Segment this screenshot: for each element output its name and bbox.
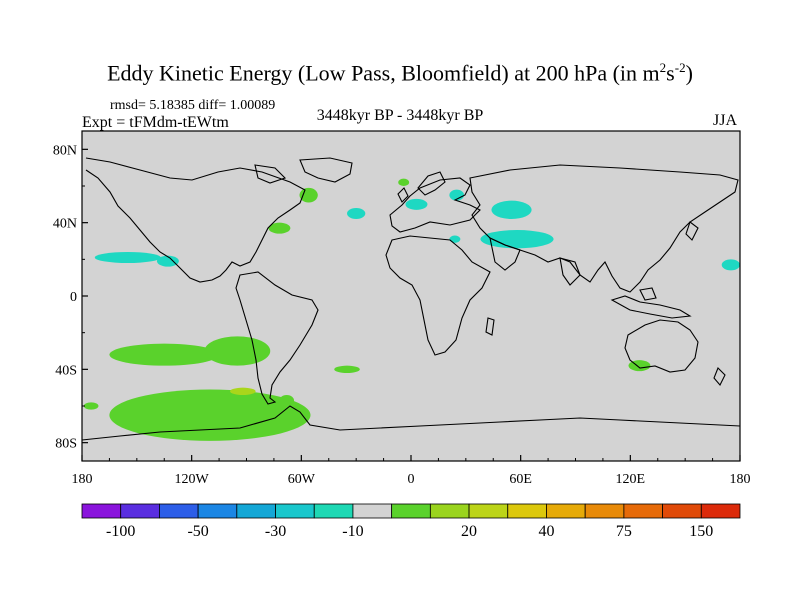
colorbar-box <box>391 503 431 519</box>
coast-india <box>559 257 581 286</box>
x-tick-label: 0 <box>408 472 415 487</box>
experiment-label: Expt = tFMdm-tEWtm <box>82 114 229 131</box>
x-tick-label: 180 <box>730 472 751 487</box>
coast-antarctica <box>81 405 741 441</box>
anomaly-south-pacific-subtrop-pos <box>109 343 220 366</box>
x-tick-label: 60E <box>509 472 532 487</box>
anomaly-iceland-pos <box>398 178 410 186</box>
season-label: JJA <box>713 112 738 129</box>
colorbar-box <box>197 503 238 519</box>
coast-africa <box>385 235 491 356</box>
coast-new-zealand <box>713 367 726 386</box>
colorbar-box <box>584 503 625 519</box>
anomaly-dateline-south-pos <box>83 402 99 410</box>
anomaly-east-pacific-neg <box>156 255 179 267</box>
anomaly-mid-atlantic-neg <box>347 208 366 219</box>
colorbar-label: -50 <box>187 523 208 540</box>
anomaly-north-pacific-east-neg <box>94 252 161 263</box>
anomaly-south-atlantic-pos <box>334 365 360 374</box>
colorbar-box <box>120 503 160 519</box>
colorbar-label: -10 <box>342 523 363 540</box>
anomaly-west-pacific-neg <box>721 259 740 271</box>
colorbar-label: -30 <box>265 523 286 540</box>
colorbar-box <box>81 503 122 519</box>
coast-scandinavia <box>417 171 446 196</box>
colorbar-box <box>700 503 741 519</box>
y-tick-label: 40S <box>55 363 77 378</box>
colorbar-box <box>159 503 199 519</box>
coast-borneo <box>639 287 657 301</box>
coastlines <box>81 157 741 441</box>
y-tick-label: 80N <box>53 143 77 158</box>
coast-australia <box>624 319 699 373</box>
colorbar-box <box>352 503 393 519</box>
colorbar-label: 150 <box>689 523 713 540</box>
anomaly-northsea-neg <box>405 198 428 210</box>
coast-south-america <box>235 271 319 405</box>
anomaly-middle-east-neg <box>480 230 554 249</box>
x-tick-label: 180 <box>72 472 93 487</box>
colorbar-label: 40 <box>538 523 554 540</box>
colorbar-box <box>662 503 702 519</box>
colorbar-box <box>236 503 276 519</box>
y-tick-label: 0 <box>70 290 77 305</box>
colorbar-label: -100 <box>106 523 135 540</box>
coast-arabia <box>489 237 521 271</box>
colorbar-box <box>468 503 509 519</box>
anomaly-north-atlantic-pos <box>268 222 291 234</box>
anomaly-east-med-neg <box>449 235 461 243</box>
coast-baffin <box>254 164 287 184</box>
colorbar-box <box>507 503 547 519</box>
x-tick-label: 120W <box>175 472 210 487</box>
colorbar-box <box>546 503 586 519</box>
colorbar-box <box>313 503 354 519</box>
plot-title: Eddy Kinetic Energy (Low Pass, Bloomfiel… <box>107 60 693 86</box>
anomaly-russia-neg <box>491 200 532 219</box>
coast-indonesia <box>610 295 692 319</box>
y-tick-label: 40N <box>53 217 77 232</box>
x-tick-label: 120E <box>616 472 646 487</box>
coast-north-america <box>85 157 306 283</box>
anomaly-south-pacific-midlat-pos <box>109 389 311 441</box>
stats-label: rmsd= 5.18385 diff= 1.00089 <box>110 98 276 113</box>
y-tick-label: 80S <box>55 437 77 452</box>
anomaly-subtrop-pac-mid-pos <box>230 387 256 396</box>
coast-greenland <box>299 157 353 183</box>
colorbar-label: 20 <box>461 523 477 540</box>
colorbar-label: 75 <box>616 523 632 540</box>
coast-madagascar <box>485 317 495 336</box>
anomaly-drake-pos <box>279 395 295 406</box>
coast-europe <box>389 177 481 233</box>
colorbar-box <box>275 503 315 519</box>
coast-japan <box>685 221 699 241</box>
coast-uk <box>397 187 409 203</box>
colorbar-box <box>429 503 470 519</box>
period-label: 3448kyr BP - 3448kyr BP <box>316 107 484 124</box>
anomaly-south-pacific-high-pos <box>204 336 271 366</box>
x-tick-label: 60W <box>288 472 316 487</box>
colorbar-box <box>623 503 663 519</box>
